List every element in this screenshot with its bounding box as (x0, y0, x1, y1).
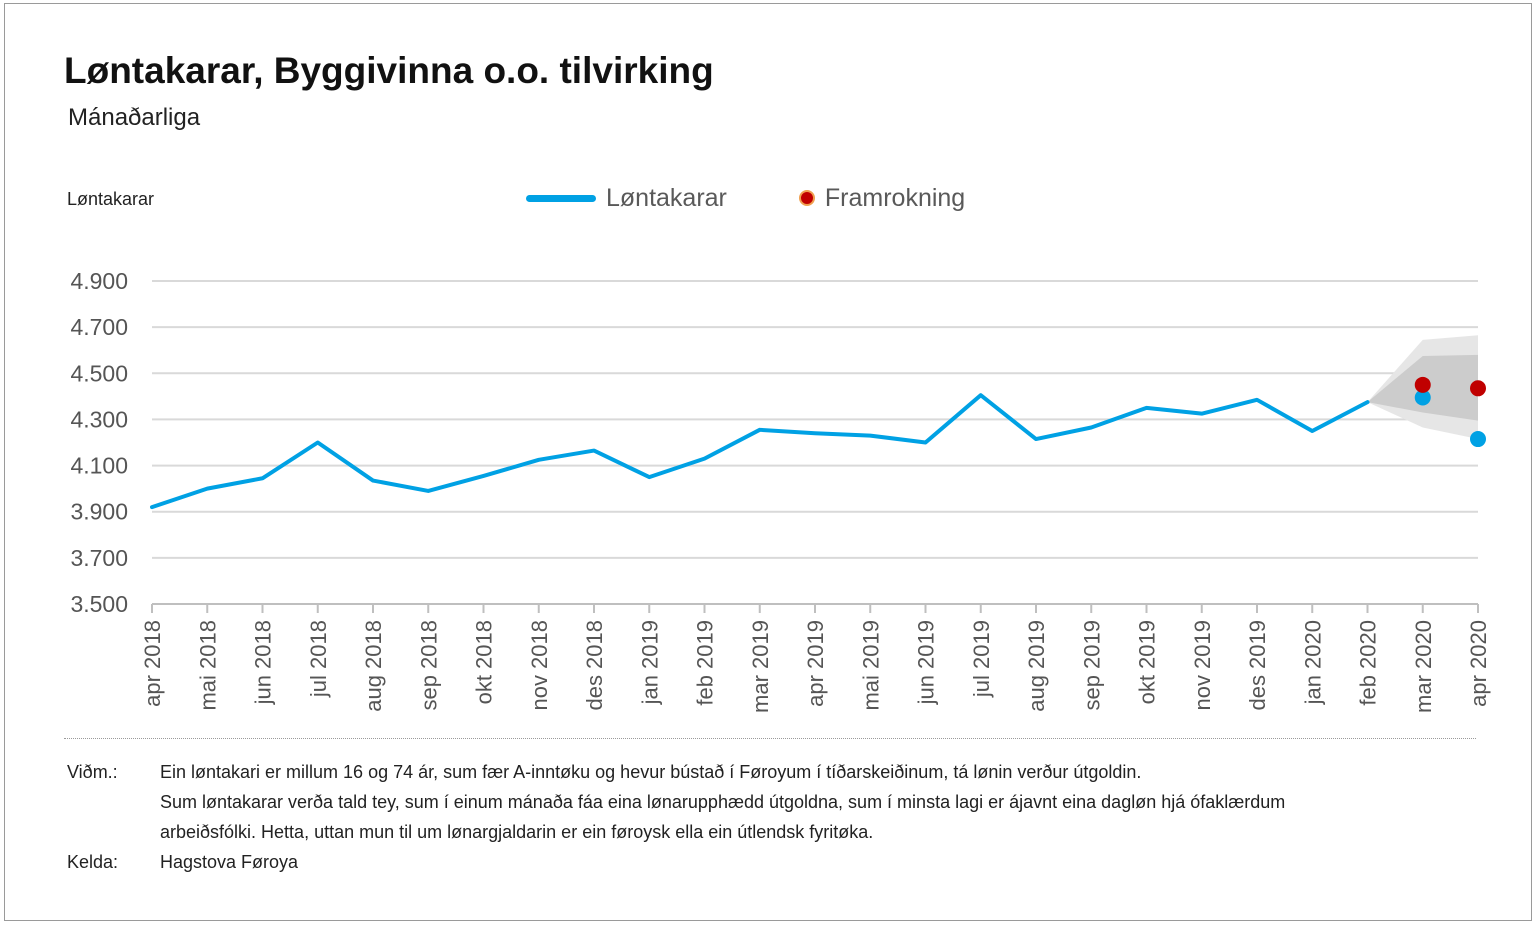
x-tick-label: apr 2019 (803, 620, 828, 707)
note-line-1: Ein løntakari er millum 16 og 74 ár, sum… (160, 762, 1142, 782)
legend-label-framrokning: Framrokning (824, 183, 966, 212)
note-line-2: Sum løntakarar verða tald tey, sum í ein… (160, 792, 1286, 812)
notes-label: Viðm.: (67, 762, 118, 782)
x-tick-label: mai 2019 (858, 620, 883, 711)
x-tick-label: sep 2019 (1079, 620, 1104, 711)
y-tick-label: 4.100 (70, 453, 128, 479)
legend-label-lontakarar: Løntakarar (606, 183, 727, 212)
y-tick-label: 3.500 (70, 591, 128, 617)
y-tick-label: 4.500 (70, 360, 128, 386)
x-tick-label: jul 2019 (969, 620, 994, 698)
y-tick-label: 3.900 (70, 499, 128, 525)
x-tick-label: feb 2020 (1356, 620, 1381, 706)
page-title: Løntakarar, Byggivinna o.o. tilvirking (64, 50, 714, 91)
x-tick-label: des 2018 (582, 620, 607, 711)
x-tick-label: jan 2019 (637, 620, 662, 705)
point-framrokning (1414, 376, 1431, 393)
x-tick-label: apr 2020 (1466, 620, 1491, 707)
x-tick-label: des 2019 (1245, 620, 1270, 711)
x-tick-label: nov 2019 (1190, 620, 1215, 711)
y-tick-label: 4.900 (70, 268, 128, 294)
x-tick-label: mar 2020 (1411, 620, 1436, 713)
x-tick-label: jun 2019 (914, 620, 939, 705)
point-lontakarar (1470, 431, 1486, 448)
y-tick-label: 3.700 (70, 545, 128, 571)
legend-dot-swatch (798, 190, 815, 206)
chart-legend: Løntakarar Framrokning (526, 182, 965, 214)
x-tick-label: jul 2018 (306, 620, 331, 698)
series-line-lontakarar (150, 393, 1370, 510)
notes-separator (64, 738, 1476, 739)
source-label: Kelda: (67, 852, 119, 872)
x-tick-label: sep 2018 (416, 620, 441, 711)
x-tick-label: mar 2019 (748, 620, 773, 713)
x-tick-label: feb 2019 (693, 620, 718, 706)
x-tick-label: jan 2020 (1300, 620, 1325, 705)
x-tick-label: okt 2019 (1135, 620, 1160, 704)
x-tick-label: aug 2019 (1024, 620, 1049, 712)
y-axis-label: Løntakarar (67, 189, 155, 209)
point-lontakarar (1414, 389, 1431, 406)
y-tick-label: 4.700 (70, 314, 128, 340)
y-tick-label: 4.300 (70, 406, 128, 432)
x-tick-label: aug 2018 (361, 620, 386, 712)
x-tick-label: jun 2018 (251, 620, 276, 705)
point-framrokning (1470, 380, 1486, 397)
x-tick-label: apr 2018 (140, 620, 165, 707)
source-text: Hagstova Føroya (160, 852, 299, 872)
page-subtitle: Mánaðarliga (68, 104, 201, 131)
note-line-3: arbeiðsfólki. Hetta, uttan mun til um lø… (160, 822, 874, 842)
x-tick-label: okt 2018 (472, 620, 497, 704)
x-tick-label: nov 2018 (527, 620, 552, 711)
legend-line-swatch (526, 194, 596, 202)
x-tick-label: mai 2018 (195, 620, 220, 711)
chart-frame (4, 3, 1532, 921)
